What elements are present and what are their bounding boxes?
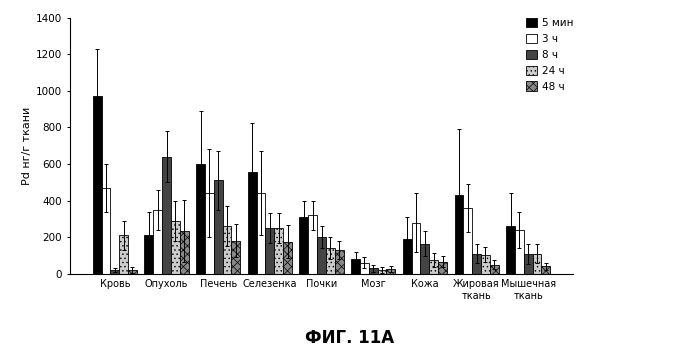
Bar [171,221,180,274]
Bar [506,226,515,274]
Bar [412,223,421,274]
Bar [326,248,335,274]
Bar [472,254,481,274]
Bar [162,157,171,274]
Bar [180,231,189,274]
Bar [153,210,162,274]
Bar [351,259,360,274]
Bar [377,270,387,274]
Bar [335,250,344,274]
Bar [490,265,498,274]
Bar [196,164,205,274]
Bar [481,254,490,274]
Bar [283,242,292,274]
Legend: 5 мин, 3 ч, 8 ч, 24 ч, 48 ч: 5 мин, 3 ч, 8 ч, 24 ч, 48 ч [526,18,573,92]
Bar [421,244,429,274]
Bar [542,266,550,274]
Bar [369,268,377,274]
Bar [222,226,231,274]
Bar [231,241,240,274]
Bar [515,230,524,274]
Bar [110,270,120,274]
Bar [387,269,395,274]
Bar [93,96,101,274]
Bar [214,180,222,274]
Bar [299,217,308,274]
Bar [438,262,447,274]
Bar [360,263,369,274]
Bar [128,270,137,274]
Y-axis label: Pd нг/г ткани: Pd нг/г ткани [22,107,32,185]
Text: ФИГ. 11А: ФИГ. 11А [305,330,394,347]
Bar [317,237,326,274]
Bar [308,215,317,274]
Bar [205,193,214,274]
Bar [454,195,463,274]
Bar [257,193,266,274]
Bar [533,254,542,274]
Bar [429,260,438,274]
Bar [120,236,128,274]
Bar [101,188,110,274]
Bar [145,236,153,274]
Bar [266,228,274,274]
Bar [524,254,533,274]
Bar [248,172,257,274]
Bar [403,239,412,274]
Bar [274,228,283,274]
Bar [463,208,472,274]
